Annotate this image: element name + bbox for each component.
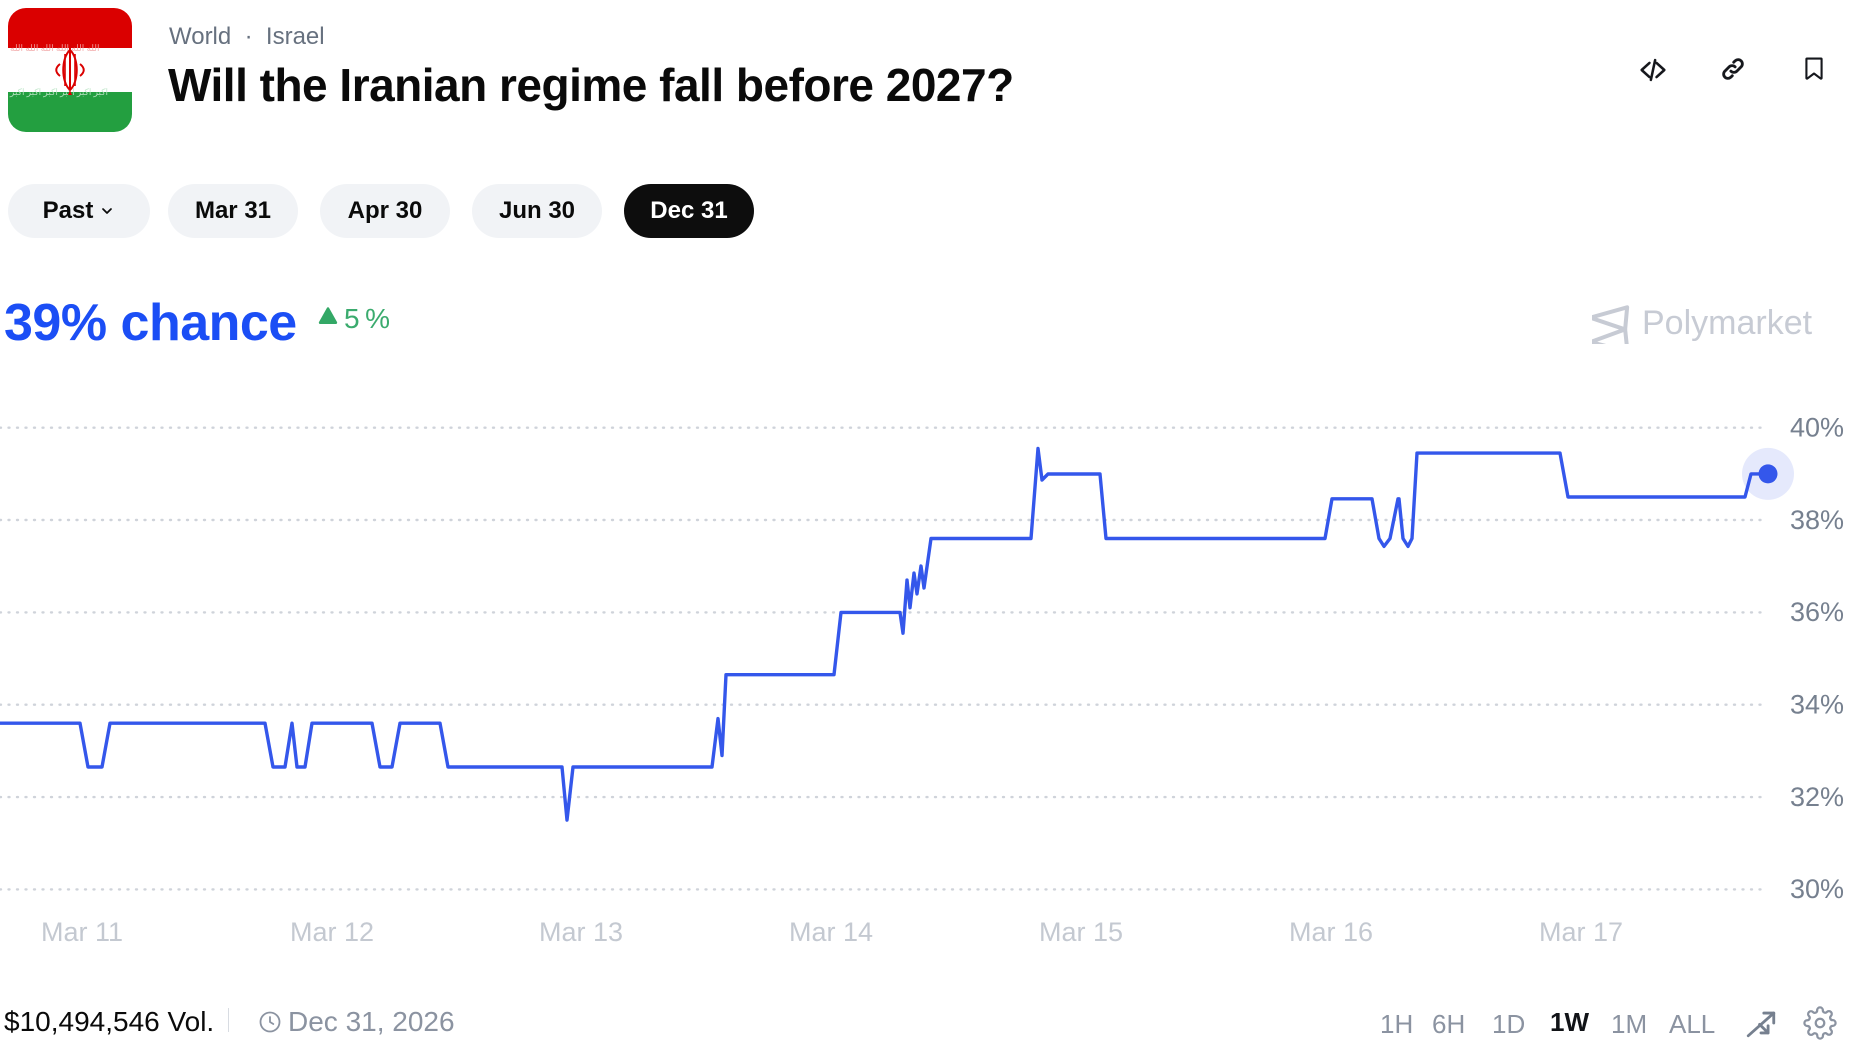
svg-text:Mar 12: Mar 12 bbox=[290, 917, 374, 947]
svg-text:Mar 16: Mar 16 bbox=[1289, 917, 1373, 947]
svg-text:Mar 14: Mar 14 bbox=[789, 917, 873, 947]
svg-text:Mar 11: Mar 11 bbox=[41, 917, 123, 947]
svg-text:36%: 36% bbox=[1790, 597, 1844, 627]
svg-text:Mar 17: Mar 17 bbox=[1539, 917, 1623, 947]
svg-text:Mar 15: Mar 15 bbox=[1039, 917, 1123, 947]
svg-text:Mar 13: Mar 13 bbox=[539, 917, 623, 947]
svg-text:32%: 32% bbox=[1790, 782, 1844, 812]
svg-text:34%: 34% bbox=[1790, 690, 1844, 720]
svg-text:40%: 40% bbox=[1790, 413, 1844, 443]
svg-text:30%: 30% bbox=[1790, 874, 1844, 904]
svg-text:38%: 38% bbox=[1790, 505, 1844, 535]
